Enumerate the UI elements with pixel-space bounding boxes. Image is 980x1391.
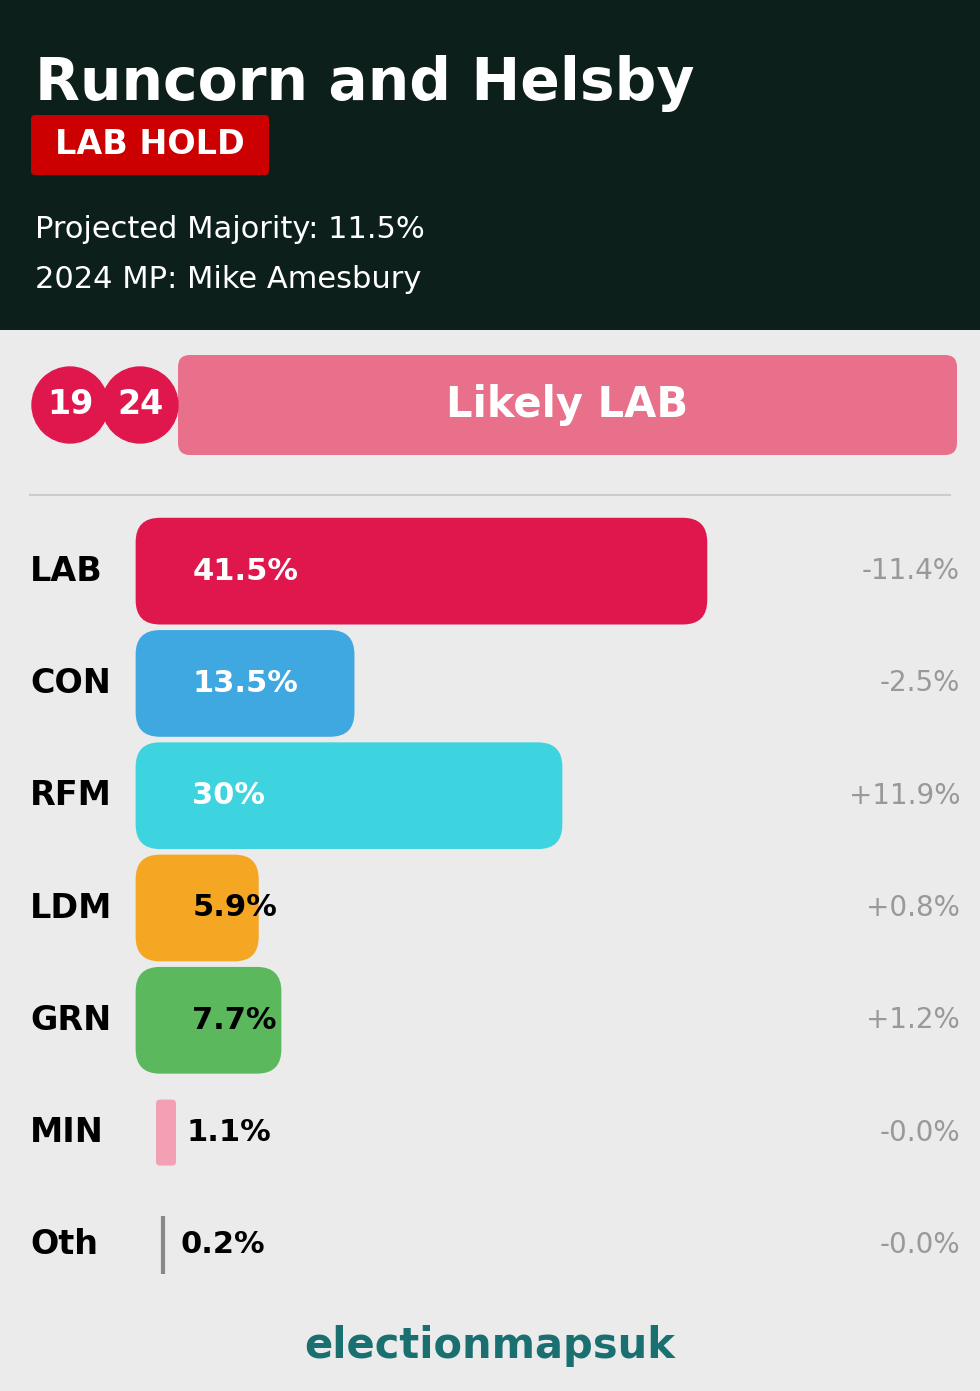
Circle shape: [102, 367, 178, 442]
FancyBboxPatch shape: [135, 630, 355, 737]
Text: LAB HOLD: LAB HOLD: [55, 128, 245, 161]
Text: Runcorn and Helsby: Runcorn and Helsby: [35, 56, 695, 113]
Text: 41.5%: 41.5%: [192, 556, 298, 586]
Text: 0.2%: 0.2%: [180, 1231, 265, 1259]
Text: 7.7%: 7.7%: [192, 1006, 277, 1035]
Text: 1.1%: 1.1%: [186, 1118, 270, 1148]
Text: +1.2%: +1.2%: [866, 1006, 960, 1035]
Text: GRN: GRN: [30, 1004, 112, 1036]
FancyBboxPatch shape: [156, 1099, 176, 1166]
Text: -0.0%: -0.0%: [879, 1231, 960, 1259]
Text: -2.5%: -2.5%: [880, 669, 960, 697]
Text: CON: CON: [30, 666, 111, 700]
Text: 2024 MP: Mike Amesbury: 2024 MP: Mike Amesbury: [35, 266, 421, 294]
Text: 5.9%: 5.9%: [192, 893, 277, 922]
Text: -11.4%: -11.4%: [862, 558, 960, 586]
Circle shape: [32, 367, 108, 442]
FancyBboxPatch shape: [178, 355, 957, 455]
Text: LAB: LAB: [30, 555, 103, 587]
Text: MIN: MIN: [30, 1116, 104, 1149]
FancyBboxPatch shape: [31, 115, 269, 175]
FancyBboxPatch shape: [135, 967, 281, 1074]
Text: 30%: 30%: [192, 782, 266, 810]
Text: +0.8%: +0.8%: [866, 894, 960, 922]
FancyBboxPatch shape: [135, 854, 259, 961]
Text: 24: 24: [117, 388, 163, 421]
FancyBboxPatch shape: [135, 743, 563, 849]
Bar: [0, 0, 980, 330]
Text: +11.9%: +11.9%: [849, 782, 960, 810]
Text: 13.5%: 13.5%: [192, 669, 298, 698]
Text: Projected Majority: 11.5%: Projected Majority: 11.5%: [35, 216, 424, 243]
Text: electionmapsuk: electionmapsuk: [305, 1326, 675, 1367]
Text: 19: 19: [47, 388, 93, 421]
Text: RFM: RFM: [30, 779, 112, 812]
Text: LDM: LDM: [30, 892, 113, 925]
FancyBboxPatch shape: [135, 517, 708, 625]
Text: Oth: Oth: [30, 1228, 98, 1262]
Text: Likely LAB: Likely LAB: [447, 384, 689, 426]
Text: -0.0%: -0.0%: [879, 1118, 960, 1146]
